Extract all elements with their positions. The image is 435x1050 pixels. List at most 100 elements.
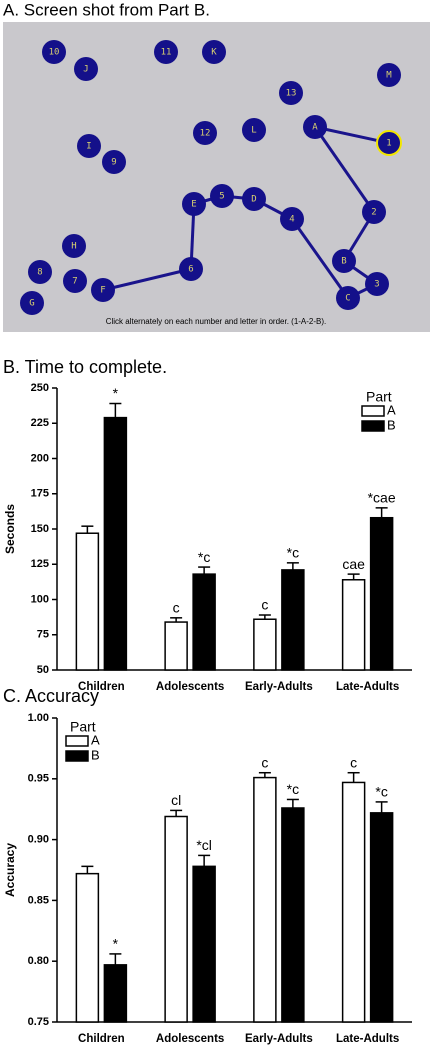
- annotation: *cl: [196, 837, 212, 853]
- bar: [75, 532, 100, 671]
- node-label: D: [251, 195, 256, 205]
- node: [365, 272, 389, 296]
- node: [362, 200, 386, 224]
- x-tick-label: Children: [78, 681, 125, 693]
- node: [154, 40, 178, 64]
- annotation: c: [261, 754, 268, 770]
- node-label: 8: [37, 268, 42, 278]
- x-tick-label: Adolescents: [156, 681, 224, 693]
- x-tick-label: Children: [78, 1033, 125, 1045]
- node-label: G: [29, 299, 34, 309]
- y-tick-label: 75: [37, 629, 49, 641]
- y-axis-label: Accuracy: [3, 843, 17, 897]
- annotation: c: [350, 754, 357, 770]
- y-tick-label: 0.80: [28, 955, 49, 967]
- legend-label: B: [91, 747, 100, 762]
- bar: [369, 812, 394, 1023]
- node-label: 2: [371, 208, 376, 218]
- node-label: 12: [200, 129, 211, 139]
- annotation: *c: [375, 784, 387, 800]
- node-label: I: [86, 142, 91, 152]
- y-tick-label: 250: [31, 382, 49, 394]
- y-tick-label: 0.75: [28, 1016, 49, 1028]
- node: [242, 187, 266, 211]
- y-tick-label: 125: [31, 558, 49, 570]
- panel-title: A. Screen shot from Part B.: [3, 0, 210, 19]
- bar: [341, 781, 366, 1023]
- node: [62, 234, 86, 258]
- bar: [341, 579, 366, 671]
- node-label: F: [100, 286, 105, 296]
- node-label: C: [345, 294, 350, 304]
- y-tick-label: 1.00: [28, 712, 49, 724]
- legend-label: A: [387, 402, 396, 417]
- node-label: 10: [49, 48, 60, 58]
- x-tick-label: Early-Adults: [245, 1033, 313, 1045]
- legend-label: B: [387, 417, 396, 432]
- annotation: *: [113, 385, 119, 401]
- annotation: *c: [287, 781, 299, 797]
- node-label: 9: [111, 158, 116, 168]
- y-tick-label: 50: [37, 664, 49, 676]
- node: [242, 118, 266, 142]
- annotation: c: [173, 600, 180, 616]
- legend-title: Part: [70, 719, 96, 735]
- node: [303, 115, 327, 139]
- legend-title: Part: [366, 389, 392, 405]
- node: [28, 260, 52, 284]
- bar: [103, 964, 128, 1023]
- node-label: 6: [188, 265, 193, 275]
- legend-swatch: [361, 405, 385, 417]
- chart-title: C. Accuracy: [3, 686, 99, 706]
- bar: [103, 416, 128, 671]
- node-label: 3: [374, 280, 379, 290]
- bar: [281, 807, 305, 1023]
- bar: [281, 569, 305, 671]
- bar: [192, 865, 216, 1023]
- legend-swatch: [65, 750, 89, 762]
- node-label: M: [386, 71, 392, 81]
- node: [77, 134, 101, 158]
- node-label: 7: [72, 277, 77, 287]
- node-label: 4: [289, 215, 294, 225]
- bar: [253, 618, 277, 671]
- node: [376, 130, 402, 156]
- y-tick-label: 225: [31, 417, 49, 429]
- annotation: cae: [342, 556, 365, 572]
- y-tick-label: 0.85: [28, 894, 49, 906]
- node: [91, 278, 115, 302]
- node: [202, 40, 226, 64]
- node: [332, 249, 356, 273]
- node-label: J: [83, 65, 88, 75]
- node: [20, 291, 44, 315]
- node: [182, 192, 206, 216]
- node: [279, 81, 303, 105]
- instruction: Click alternately on each number and let…: [106, 317, 327, 326]
- path-line: [102, 267, 192, 292]
- node-label: A: [312, 123, 318, 133]
- node-label: 1: [386, 139, 391, 149]
- annotation: c: [261, 597, 268, 613]
- y-tick-label: 0.95: [28, 773, 49, 785]
- legend-label: A: [91, 732, 100, 747]
- node-label: 5: [219, 192, 224, 202]
- node: [210, 184, 234, 208]
- chart-title: B. Time to complete.: [3, 357, 167, 377]
- annotation: *: [113, 936, 119, 952]
- x-tick-label: Adolescents: [156, 1033, 224, 1045]
- node: [336, 286, 360, 310]
- node-label: B: [341, 257, 346, 267]
- annotation: cl: [171, 792, 181, 808]
- node-label: L: [251, 126, 256, 136]
- bar: [192, 573, 216, 671]
- bar: [369, 516, 394, 671]
- bar: [75, 872, 100, 1023]
- node: [102, 150, 126, 174]
- node: [63, 269, 87, 293]
- path-line: [313, 126, 376, 213]
- node: [74, 57, 98, 81]
- node-label: 11: [161, 48, 172, 58]
- annotation: *cae: [368, 490, 396, 506]
- y-tick-label: 150: [31, 523, 49, 535]
